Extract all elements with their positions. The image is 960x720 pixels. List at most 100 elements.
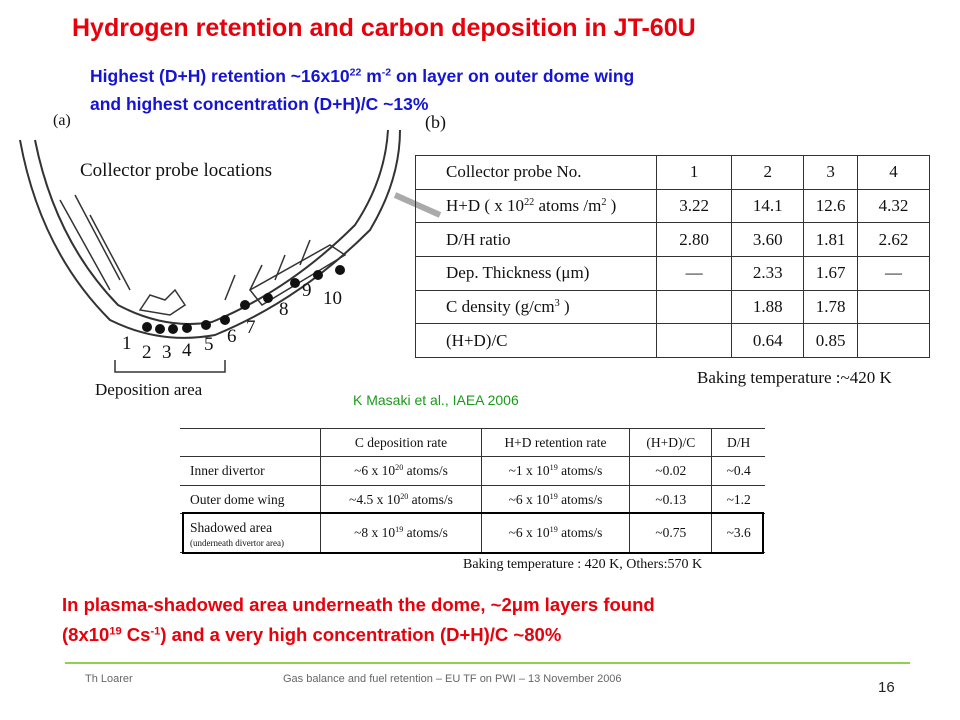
text-segment: ~3.6: [726, 525, 751, 541]
text-segment: ~8 x 10: [354, 525, 396, 541]
caption: Collector probe locations: [80, 160, 273, 181]
superscript: 19: [395, 525, 404, 535]
superscript: 2: [601, 196, 607, 208]
table-cell: 3.60: [731, 222, 805, 257]
table-cell: ~6 x 1020 atoms/s: [320, 456, 482, 486]
panel-label: (b): [425, 112, 446, 132]
text-segment: ~0.13: [655, 491, 687, 507]
text-segment: 2: [763, 162, 773, 182]
text-segment: Shadowed area: [190, 520, 273, 536]
table-cell: Collector probe No.: [415, 155, 657, 190]
table-row: Collector probe No. 1 2 3 4: [415, 155, 930, 190]
table-cell: ~8 x 1019 atoms/s: [320, 513, 482, 553]
text-segment: 1.81: [815, 229, 846, 249]
table-note: Baking temperature :~420 K: [697, 368, 892, 387]
conclusion-line: In plasma-shadowed area underneath the d…: [62, 594, 655, 616]
row-note: (underneath divertor area): [190, 538, 284, 548]
text-segment: 2.80: [679, 229, 709, 249]
table-cell: 4.32: [857, 188, 930, 224]
area-label: Deposition area: [95, 380, 203, 399]
probe-number: 9: [302, 280, 312, 301]
table-cell: 12.6: [803, 188, 859, 224]
text-segment: m: [361, 66, 382, 86]
table-cell: ~1.2: [711, 485, 765, 515]
table-cell: 1.78: [803, 289, 859, 325]
citation: K Masaki et al., IAEA 2006: [353, 392, 519, 408]
text-segment: atoms/s: [403, 525, 448, 541]
text-segment: 2.62: [878, 229, 909, 249]
text-segment: D/H: [727, 434, 751, 450]
table-cell: ~4.5 x 1020 atoms/s: [320, 485, 482, 515]
text-segment: D/H ratio: [446, 229, 511, 249]
probe-number: 3: [162, 342, 172, 363]
table-cell: ―: [857, 255, 930, 291]
superscript: 19: [549, 525, 558, 535]
table-cell: ~1 x 1019 atoms/s: [480, 456, 630, 486]
table-cell: C density (g/cm3 ): [415, 289, 657, 325]
table-row: (H+D)/C 0.64 0.85: [415, 323, 930, 358]
table-row: D/H ratio 2.80 3.60 1.81 2.62: [415, 222, 930, 257]
panel-label: (a): [53, 112, 71, 129]
text-segment: on layer on outer dome wing: [391, 66, 635, 86]
text-segment: In plasma-shadowed area underneath the d…: [62, 594, 655, 615]
highlight-box: [182, 512, 764, 554]
subtitle-line: Highest (D+H) retention ~16x1022 m-2 on …: [90, 66, 634, 87]
table-cell: ~0.02: [629, 456, 712, 486]
text-segment: 14.1: [752, 195, 783, 215]
text-segment: ~0.4: [726, 463, 751, 479]
table-cell: 14.1: [731, 188, 805, 224]
subtitle-line: and highest concentration (D+H)/C ~13%: [90, 94, 428, 115]
text-segment: ―: [885, 263, 903, 283]
text-segment: atoms /m: [534, 195, 602, 215]
probe-number: 6: [227, 326, 237, 347]
text-segment: ~4.5 x 10: [349, 491, 401, 507]
text-segment: ): [606, 195, 617, 215]
superscript: 20: [395, 463, 404, 473]
table-cell: ~6 x 1019 atoms/s: [480, 485, 630, 515]
table-cell: (H+D)/C: [415, 323, 657, 358]
text-segment: atoms/s: [557, 463, 603, 479]
table-cell: 2.62: [857, 222, 930, 257]
table-cell: H+D ( x 1022 atoms /m2 ): [415, 188, 657, 224]
table-cell: D/H ratio: [415, 222, 657, 257]
table-cell: ~6 x 1019 atoms/s: [480, 513, 630, 553]
text-segment: Cs: [121, 624, 151, 645]
text-segment: ~0.75: [655, 525, 687, 541]
table-cell: 1.67: [803, 255, 859, 291]
text-segment: 2.33: [752, 263, 783, 283]
text-segment: ~1 x 10: [508, 463, 550, 479]
text-segment: Collector probe No.: [446, 162, 582, 182]
text-segment: (8x10: [62, 624, 110, 645]
table-cell: ―: [655, 255, 733, 291]
text-segment: 3: [826, 162, 835, 182]
superscript: -1: [150, 625, 161, 638]
text-segment: C density (g/cm: [446, 296, 555, 316]
text-segment: and highest concentration (D+H)/C ~13%: [90, 94, 429, 114]
text-segment: 0.85: [815, 330, 846, 350]
table-cell: 4: [857, 155, 930, 190]
table-row: Outer dome wing ~4.5 x 1020 atoms/s ~6 x 1…: [180, 485, 765, 515]
table-cell: [180, 427, 321, 458]
table-cell: ~0.4: [711, 456, 765, 486]
table-cell: 2.33: [731, 255, 805, 291]
text-segment: atoms/s: [408, 491, 453, 507]
table-cell: 1.88: [731, 289, 805, 325]
text-segment: ~6 x 10: [508, 491, 550, 507]
page-number: 16: [878, 679, 895, 696]
superscript: 22: [524, 196, 535, 208]
table-cell: Outer dome wing: [180, 485, 321, 515]
text-segment: Dep. Thickness (μm): [446, 263, 590, 283]
text-segment: (H+D)/C: [646, 434, 696, 450]
table-cell: 2: [731, 155, 805, 190]
conclusion-line: (8x1019 Cs-1) and a very high concentrat…: [62, 624, 561, 646]
table-row: C density (g/cm3 ) 1.88 1.78: [415, 289, 930, 325]
text-segment: ): [559, 296, 570, 316]
probe-number: 2: [142, 342, 152, 363]
text-segment: ~6 x 10: [508, 525, 550, 541]
text-segment: 1.78: [815, 296, 846, 316]
table-cell: Dep. Thickness (μm): [415, 255, 657, 291]
probe-number: 5: [204, 334, 214, 355]
superscript: 19: [549, 491, 558, 501]
superscript: -2: [381, 66, 392, 79]
